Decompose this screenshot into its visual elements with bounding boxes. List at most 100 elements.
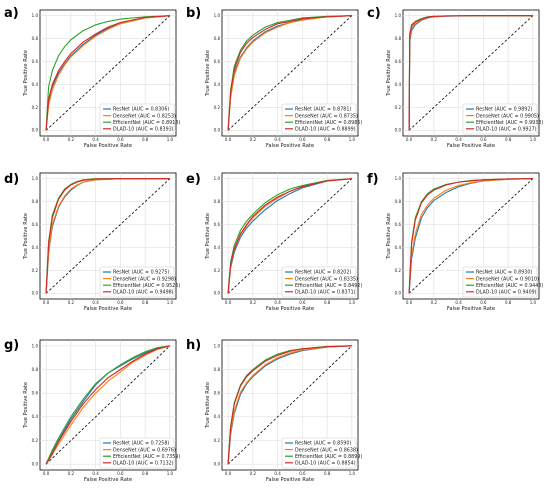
y-tick-label: 0.6 (214, 222, 221, 227)
panel-letter: h) (186, 338, 201, 353)
roc-panel: d) 0.0 0.2 0.4 0.6 0.8 1.0 0.0 0.2 0.4 0.6 0.8 1.0 Fa… (4, 172, 180, 312)
legend-entry: EfficientNet (AUC = 0.8913) (113, 120, 180, 126)
chance-diagonal (45, 178, 171, 294)
y-tick-label: 0.0 (32, 462, 39, 467)
legend-entry: DenseNet (AUC = 0.8638) (295, 447, 358, 453)
x-tick-label: 0.2 (68, 137, 75, 142)
roc-curve (45, 15, 170, 131)
x-tick-label: 1.0 (530, 300, 537, 305)
x-tick-label: 0.6 (117, 137, 124, 142)
x-tick-label: 0.0 (225, 471, 232, 476)
y-axis-label: True Positive Rate (23, 382, 29, 429)
x-tick-label: 0.8 (142, 471, 149, 476)
roc-curve (227, 178, 352, 294)
legend-entry: EfficientNet (AUC = 0.9443) (476, 283, 543, 289)
x-tick-label: 0.6 (117, 300, 124, 305)
legend-entry: ResNet (AUC = 0.8202) (295, 270, 351, 276)
y-axis-label: True Positive Rate (386, 213, 392, 260)
legend (281, 266, 357, 298)
legend-entry: DLAD-10 (AUC = 0.9498) (113, 290, 174, 296)
y-tick-label: 1.0 (214, 176, 221, 181)
y-axis-label: True Positive Rate (23, 213, 29, 260)
x-tick-label: 0.0 (225, 300, 232, 305)
y-tick-label: 1.0 (214, 13, 221, 18)
x-tick-label: 0.8 (505, 137, 512, 142)
x-tick-label: 0.0 (43, 300, 50, 305)
panel-letter: b) (186, 6, 201, 21)
legend-entry: DenseNet (AUC = 0.9298) (113, 276, 176, 282)
legend-entry: ResNet (AUC = 0.7258) (113, 441, 169, 447)
y-tick-label: 0.6 (214, 59, 221, 64)
x-tick-label: 0.4 (455, 137, 462, 142)
y-tick-label: 0.4 (32, 245, 39, 250)
y-tick-label: 0.6 (32, 222, 39, 227)
x-tick-label: 0.2 (431, 137, 438, 142)
y-tick-label: 0.0 (32, 128, 39, 133)
legend-entry: EfficientNet (AUC = 0.7359) (113, 454, 180, 460)
legend-entry: ResNet (AUC = 0.9275) (113, 270, 169, 276)
x-tick-label: 0.4 (274, 137, 281, 142)
x-tick-label: 0.0 (225, 137, 232, 142)
legend-entry: DLAD-10 (AUC = 0.9927) (476, 127, 537, 133)
legend-entry: DenseNet (AUC = 0.8335) (295, 276, 358, 282)
y-tick-label: 0.6 (395, 222, 402, 227)
roc-panel: a) 0.0 0.2 0.4 0.6 0.8 1.0 0.0 0.2 0.4 0.6 0.8 1.0 Fa… (4, 6, 180, 149)
y-tick-label: 0.6 (214, 391, 221, 396)
legend-entry: DLAD-10 (AUC = 0.9409) (476, 290, 537, 296)
panel-letter: g) (4, 338, 19, 353)
roc-panel: c) 0.0 0.2 0.4 0.6 0.8 1.0 0.0 0.2 0.4 0.6 0.8 1.0 Fa… (367, 6, 543, 149)
y-tick-label: 0.4 (395, 245, 402, 250)
chance-diagonal (408, 178, 534, 294)
y-tick-label: 0.8 (32, 199, 39, 204)
y-tick-label: 0.6 (32, 391, 39, 396)
legend-entry: ResNet (AUC = 0.9892) (476, 107, 532, 113)
legend-entry: DLAD-10 (AUC = 0.7132) (113, 461, 174, 467)
x-tick-label: 1.0 (167, 471, 174, 476)
y-tick-label: 0.4 (32, 82, 39, 87)
x-tick-label: 0.8 (142, 137, 149, 142)
y-axis-label: True Positive Rate (205, 213, 211, 260)
roc-panel: h) 0.0 0.2 0.4 0.6 0.8 1.0 0.0 0.2 0.4 0.6 0.8 1.0 Fa… (186, 338, 362, 483)
roc-curve (45, 178, 170, 294)
y-tick-label: 0.4 (214, 245, 221, 250)
x-tick-label: 0.4 (455, 300, 462, 305)
legend-entry: ResNet (AUC = 0.8930) (476, 270, 532, 276)
roc-panel: f) 0.0 0.2 0.4 0.6 0.8 1.0 0.0 0.2 0.4 0.6 0.8 1.0 Fa… (367, 172, 543, 312)
y-tick-label: 0.2 (214, 268, 221, 273)
x-axis-label: False Positive Rate (447, 143, 495, 149)
x-tick-label: 0.2 (250, 300, 257, 305)
y-tick-label: 1.0 (395, 176, 402, 181)
legend-entry: ResNet (AUC = 0.8781) (295, 107, 351, 113)
y-tick-label: 0.4 (214, 414, 221, 419)
roc-curve (408, 15, 533, 131)
legend-entry: DenseNet (AUC = 0.9010) (476, 276, 539, 282)
legend (99, 266, 175, 298)
y-tick-label: 0.8 (32, 367, 39, 372)
x-tick-label: 0.2 (431, 300, 438, 305)
y-tick-label: 0.4 (32, 414, 39, 419)
y-tick-label: 0.2 (395, 268, 402, 273)
y-tick-label: 1.0 (395, 13, 402, 18)
legend (281, 103, 357, 135)
x-tick-label: 0.2 (68, 300, 75, 305)
y-tick-label: 0.6 (32, 59, 39, 64)
x-axis-label: False Positive Rate (266, 143, 314, 149)
x-tick-label: 0.6 (299, 471, 306, 476)
legend-entry: DLAD-10 (AUC = 0.8899) (295, 127, 356, 133)
chance-diagonal (227, 345, 353, 465)
x-tick-label: 0.2 (250, 137, 257, 142)
roc-curve (227, 178, 352, 294)
y-tick-label: 0.8 (214, 367, 221, 372)
x-axis-label: False Positive Rate (84, 306, 132, 312)
y-tick-label: 0.2 (32, 268, 39, 273)
x-tick-label: 0.0 (406, 137, 413, 142)
x-tick-label: 0.6 (299, 137, 306, 142)
legend-entry: EfficientNet (AUC = 0.9933) (476, 120, 543, 126)
x-axis-label: False Positive Rate (266, 477, 314, 483)
x-tick-label: 0.4 (274, 300, 281, 305)
x-tick-label: 1.0 (167, 300, 174, 305)
y-tick-label: 0.0 (214, 462, 221, 467)
roc-curve (227, 15, 352, 131)
y-axis-label: True Positive Rate (386, 50, 392, 97)
